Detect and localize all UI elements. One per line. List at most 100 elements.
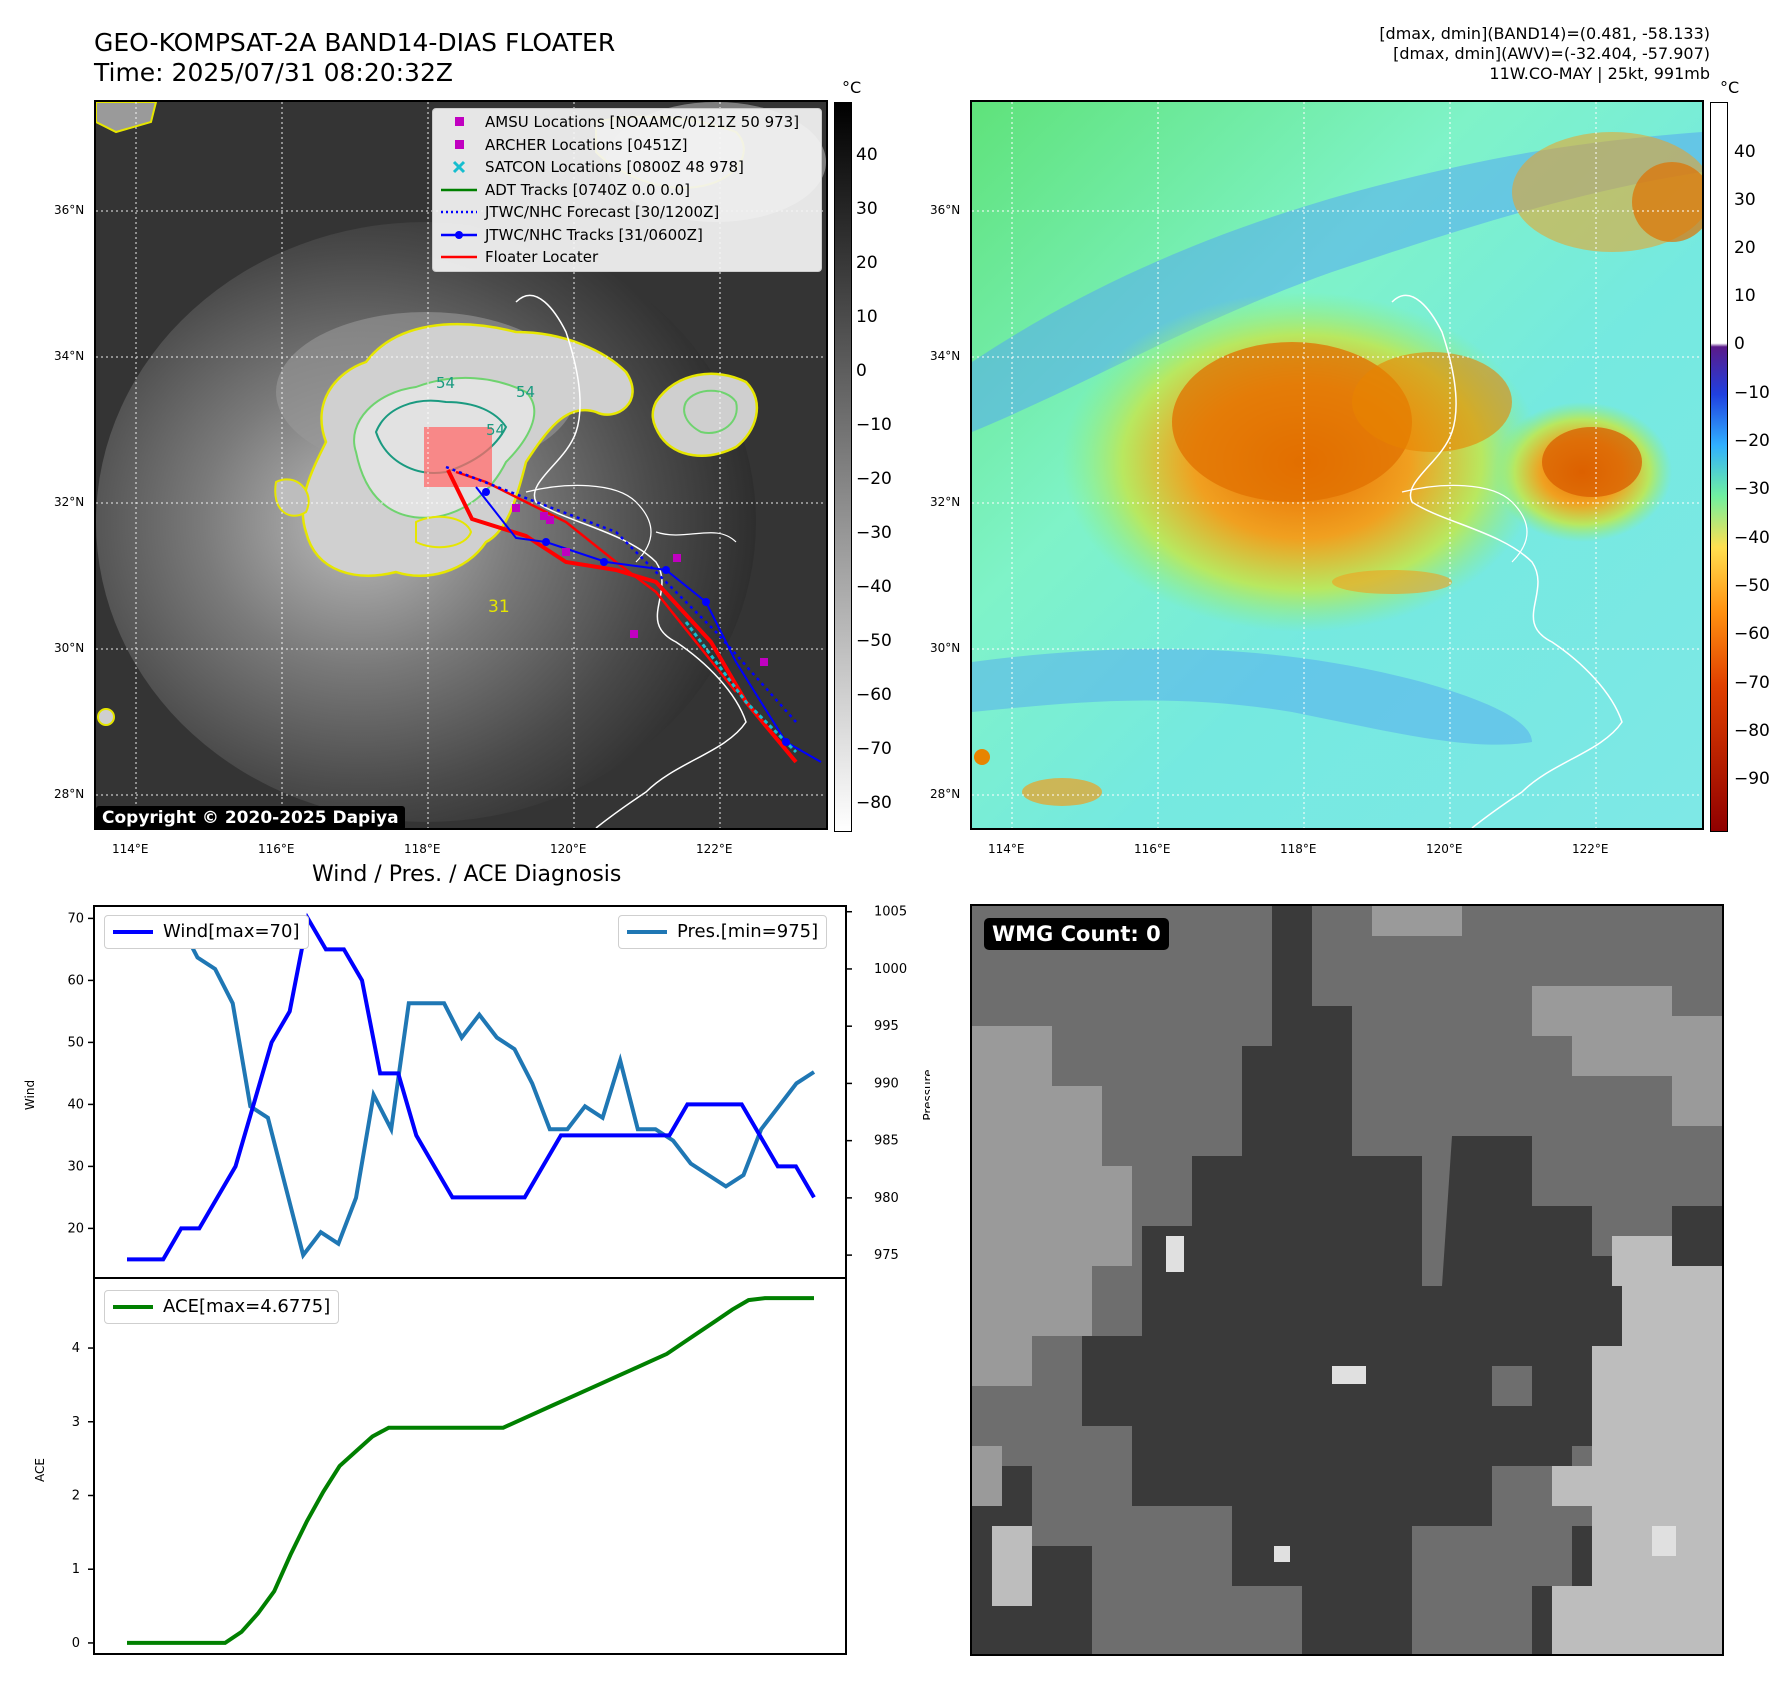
colorbar-tick: −30 (1734, 479, 1770, 499)
lon-label: 122°E (1572, 842, 1609, 856)
ace-series-line (127, 1296, 814, 1645)
colorbar-tick: 30 (1734, 190, 1756, 210)
colorbar-tick: 40 (856, 145, 878, 165)
lon-label: 118°E (404, 842, 441, 856)
lat-label: 32°N (930, 495, 961, 509)
legend-item-archer: ARCHER Locations [0451Z] (433, 134, 821, 157)
wind-tick-label: 50 (67, 1035, 84, 1050)
colorbar-tick: 10 (1734, 286, 1756, 306)
ace-tick-label: 1 (72, 1562, 80, 1577)
wind-line-icon (113, 930, 153, 934)
colorbar-tick: 30 (856, 199, 878, 219)
contour-label: 54 (486, 421, 505, 439)
ace-line-icon (113, 1305, 153, 1309)
lat-label: 28°N (54, 787, 85, 801)
ace-tick-label: 2 (72, 1488, 80, 1503)
colorbar-tick: −40 (856, 577, 892, 597)
wind-legend: Wind[max=70] (104, 915, 309, 949)
lat-label: 34°N (54, 349, 85, 363)
lon-label: 116°E (258, 842, 295, 856)
lat-label: 30°N (930, 641, 961, 655)
wmg-grid (972, 906, 1722, 1654)
ace-tick-label: 3 (72, 1415, 80, 1430)
legend-item-forecast: JTWC/NHC Forecast [30/1200Z] (433, 201, 821, 224)
colorbar-tick: −90 (1734, 769, 1770, 789)
pressure-tick-label: 975 (874, 1248, 899, 1263)
legend-item-satcon: SATCON Locations [0800Z 48 978] (433, 156, 821, 179)
lon-label: 114°E (112, 842, 149, 856)
square-marker-icon (439, 111, 479, 133)
square-marker-icon (439, 134, 479, 156)
line-icon (439, 179, 479, 201)
info-storm-summary: 11W.CO-MAY | 25kt, 991mb (1489, 64, 1710, 83)
pressure-line-icon (627, 930, 667, 934)
lon-label: 120°E (1426, 842, 1463, 856)
lon-label: 118°E (1280, 842, 1317, 856)
wind-tick-label: 60 (67, 973, 84, 988)
wind-tick-label: 20 (67, 1221, 84, 1236)
lon-label: 114°E (988, 842, 1025, 856)
wmg-panel: WMG Count: 0 (970, 904, 1724, 1656)
contour-label: 54 (516, 383, 535, 401)
colorbar-tick: 0 (1734, 334, 1745, 354)
dotted-line-icon (439, 201, 479, 223)
pressure-tick-label: 995 (874, 1019, 899, 1034)
copyright-badge: Copyright © 2020-2025 Dapiya (96, 806, 405, 828)
lat-label: 32°N (54, 495, 85, 509)
pressure-series-line (127, 921, 816, 1260)
info-band14-range: [dmax, dmin](BAND14)=(0.481, -58.133) (1379, 24, 1710, 43)
colorbar-tick: −50 (1734, 576, 1770, 596)
figure-time: Time: 2025/07/31 08:20:32Z (94, 58, 453, 87)
pressure-tick-label: 985 (874, 1134, 899, 1149)
lat-label: 30°N (54, 641, 85, 655)
colorbar-tick: −40 (1734, 528, 1770, 548)
pressure-tick-label: 990 (874, 1076, 899, 1091)
pressure-tick-label: 980 (874, 1191, 899, 1206)
wind-tick-label: 30 (67, 1159, 84, 1174)
wind-series-line (127, 912, 816, 1262)
lat-label: 36°N (54, 203, 85, 217)
colorbar-tick: 20 (1734, 238, 1756, 258)
colorbar-tick: −20 (856, 469, 892, 489)
colorbar-tick: 0 (856, 361, 867, 381)
colorbar-tick: −30 (856, 523, 892, 543)
colorbar-tick: −10 (1734, 383, 1770, 403)
figure-title: GEO-KOMPSAT-2A BAND14-DIAS FLOATER (94, 28, 616, 57)
lon-label: 122°E (696, 842, 733, 856)
legend-item-amsu: AMSU Locations [NOAAMC/0121Z 50 973] (433, 111, 821, 134)
contour-label: 31 (488, 597, 510, 617)
pressure-axis-label: Pressure (921, 1069, 930, 1120)
lon-label: 116°E (1134, 842, 1171, 856)
ace-tick-label: 4 (72, 1341, 80, 1356)
colorbar-unit: °C (842, 78, 862, 97)
line-dot-icon (439, 224, 479, 246)
pressure-tick-label: 1005 (874, 905, 907, 920)
colorbar-tick: −60 (1734, 624, 1770, 644)
ace-legend: ACE[max=4.6775] (104, 1290, 340, 1324)
colorbar-unit: °C (1720, 78, 1740, 97)
lat-label: 34°N (930, 349, 961, 363)
colorbar-tick: −20 (1734, 431, 1770, 451)
awv-colorbar (1710, 102, 1728, 832)
map-legend: AMSU Locations [NOAAMC/0121Z 50 973] ARC… (432, 108, 822, 272)
wind-tick-label: 70 (67, 911, 84, 926)
info-awv-range: [dmax, dmin](AWV)=(-32.404, -57.907) (1393, 44, 1710, 63)
colorbar-tick: −70 (1734, 673, 1770, 693)
wind-pres-axes (93, 905, 847, 1279)
contour-label: 54 (436, 374, 455, 392)
colorbar-tick: −70 (856, 739, 892, 759)
pressure-legend: Pres.[min=975] (618, 915, 828, 949)
diagnosis-title: Wind / Pres. / ACE Diagnosis (312, 862, 622, 887)
ir-colorbar (834, 102, 852, 832)
ir-map-panel: 54 54 54 31 AMSU Locations [NOAAMC/0121Z… (94, 100, 828, 830)
wind-tick-label: 40 (67, 1097, 84, 1112)
awv-map-panel (970, 100, 1704, 830)
ace-axes (93, 1277, 847, 1655)
ace-tick-label: 0 (72, 1636, 80, 1651)
colorbar-tick: −60 (856, 685, 892, 705)
line-icon (439, 246, 479, 268)
pressure-tick-label: 1000 (874, 962, 907, 977)
colorbar-tick: −80 (856, 793, 892, 813)
legend-item-floater: Floater Locater (433, 246, 821, 269)
legend-item-tracks: JTWC/NHC Tracks [31/0600Z] (433, 224, 821, 247)
